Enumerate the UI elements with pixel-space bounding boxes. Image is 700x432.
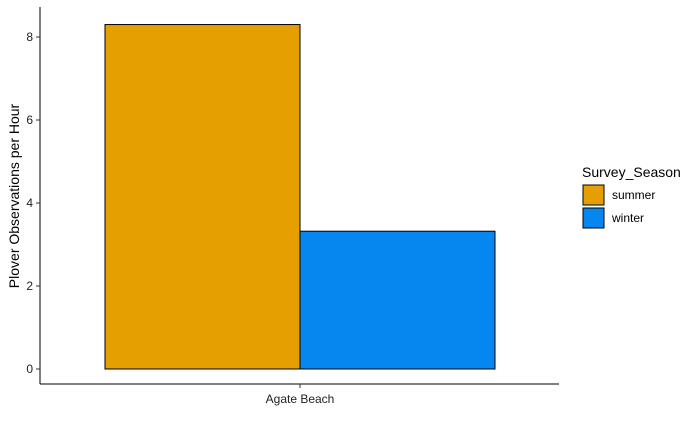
x-tick-label: Agate Beach bbox=[266, 392, 335, 406]
y-tick-label: 4 bbox=[26, 196, 33, 210]
legend-items: summer winter bbox=[582, 184, 655, 229]
bar-summer bbox=[104, 24, 301, 370]
bars-group bbox=[104, 24, 496, 370]
legend-key-summer bbox=[582, 184, 605, 206]
x-axis-ticks: Agate Beach bbox=[266, 384, 335, 406]
legend-label-summer: summer bbox=[612, 188, 655, 202]
y-tick-label: 0 bbox=[26, 362, 33, 376]
legend-label-winter: winter bbox=[611, 211, 644, 225]
bar-winter bbox=[299, 230, 496, 370]
y-axis-ticks: 0 2 4 6 8 bbox=[26, 30, 40, 376]
legend-key-winter bbox=[582, 207, 605, 229]
y-axis-title: Plover Observations per Hour bbox=[6, 103, 22, 288]
legend: Survey_Season summer winter bbox=[582, 164, 681, 229]
legend-title: Survey_Season bbox=[582, 164, 681, 180]
y-tick-label: 8 bbox=[26, 30, 33, 44]
y-tick-label: 2 bbox=[26, 279, 33, 293]
y-tick-label: 6 bbox=[26, 113, 33, 127]
